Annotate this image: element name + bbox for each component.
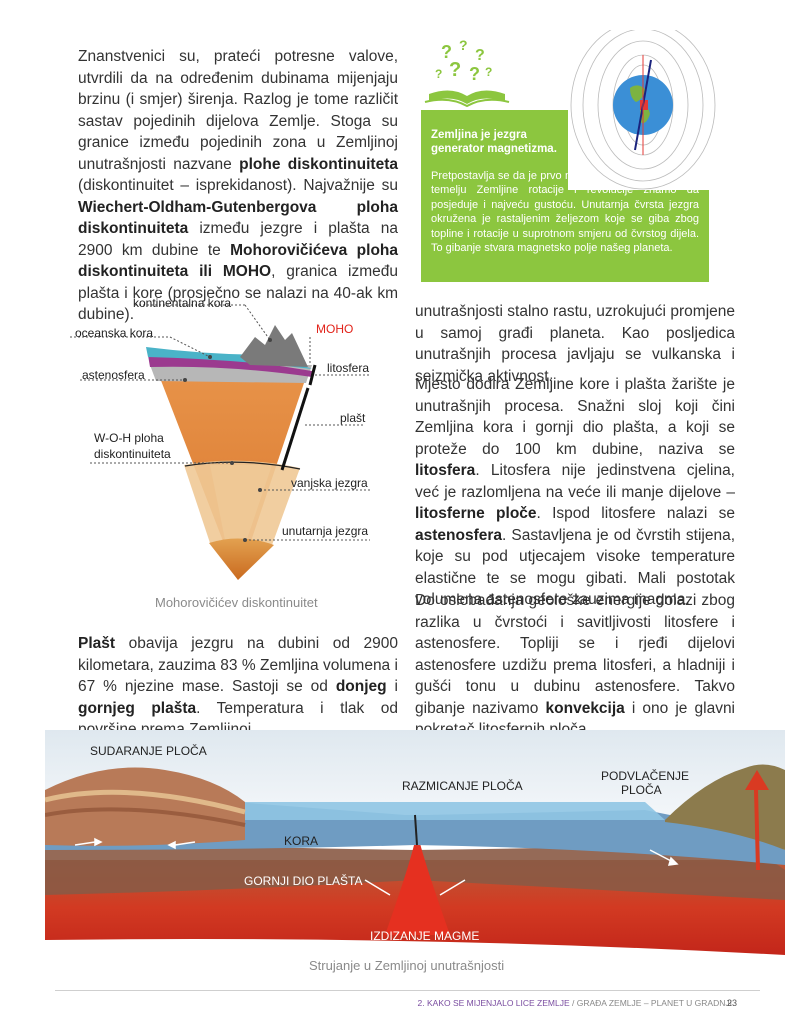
svg-text:?: ? <box>475 47 485 64</box>
litho-bold-2: litosferne ploče <box>415 505 537 522</box>
litho-bold-3: astenosfera <box>415 526 503 544</box>
intro-bold-3: Mohorovičićeva ploha diskontinuiteta ili… <box>78 241 398 281</box>
label-subduction-1: PODVLAČENJE <box>601 769 690 783</box>
inner-core-layer <box>209 538 274 580</box>
label-woh-2: diskontinuiteta <box>94 447 171 461</box>
label-asthenosphere: astenosfera <box>82 368 145 382</box>
label-continental-crust: kontinentalna kora <box>133 296 232 310</box>
label-mantle: plašt <box>340 411 366 425</box>
intro-bold-1: plohe diskontinuiteta <box>239 155 398 173</box>
label-woh-1: W-O-H ploha <box>94 431 164 445</box>
label-inner-core: unutarnja jezgra <box>282 524 369 538</box>
plate-tectonics-diagram <box>45 730 785 955</box>
mantle-bold-3: gornjeg plašta <box>78 699 197 717</box>
wedge-caption: Mohorovičićev diskontinuitet <box>155 595 318 610</box>
litho-text-2: . Litosfera nije jedinstvena cjelina, ve… <box>415 462 735 501</box>
mantle-paragraph: Plašt obavija jezgru na dubini od 2900 k… <box>78 633 398 741</box>
litho-text-3: . Ispod litosfere nalazi se <box>536 505 735 522</box>
intro-text-1: Znanstvenici su, prateći potresne valove… <box>78 48 398 173</box>
mantle-bold-2: donjeg <box>335 678 387 695</box>
svg-text:?: ? <box>469 64 480 84</box>
earth-wedge-diagram <box>70 304 370 580</box>
intro-text-3: između jezgre i plašta na 2900 km dubine… <box>78 220 398 259</box>
info-box-title: Zemljina je jezgra generator magnetizma. <box>431 129 557 155</box>
litho-text-1: Mjesto dodira Zemljine kore i plašta žar… <box>415 376 735 458</box>
label-outer-core: vanjska jezgra <box>291 476 368 490</box>
intro-paragraph: Znanstvenici su, prateći potresne valove… <box>78 46 398 326</box>
globe-magnetic-field <box>568 20 718 190</box>
book-question-icon: ? ? ? ? ? ? ? <box>424 37 510 108</box>
label-oceanic-crust: oceanska kora <box>75 326 154 340</box>
convection-text-1: Do oslobađanja geološke energije dolazi … <box>415 592 735 717</box>
label-plate-collision: SUDARANJE PLOČA <box>90 744 207 758</box>
label-crust: KORA <box>284 834 319 848</box>
convection-paragraph: Do oslobađanja geološke energije dolazi … <box>415 590 735 741</box>
litho-text-4: . Sastavljena je od čvrstih stijena, koj… <box>415 526 735 609</box>
plates-caption: Strujanje u Zemljinoj unutrašnjosti <box>309 958 505 973</box>
label-upper-mantle: GORNJI DIO PLAŠTA <box>244 874 363 888</box>
mantle-bold-1: Plašt <box>78 635 116 652</box>
intro-text-2: (diskontinuitet – isprekidanost). Najvaž… <box>78 177 398 194</box>
label-lithosphere: litosfera <box>327 361 370 375</box>
svg-text:?: ? <box>435 67 442 81</box>
footer-section: GRAĐA ZEMLJE – PLANET U GRADNJI <box>576 998 732 1008</box>
mantle-text-1: obavija jezgru na dubini od 2900 kilomet… <box>78 635 398 695</box>
footer-rule <box>55 990 760 991</box>
intro-bold-2: Wiechert-Oldham-Gutenbergova ploha disko… <box>78 198 398 238</box>
globe-illustration <box>570 20 716 190</box>
litho-bold-1: litosfera <box>415 462 476 479</box>
footer-separator: / <box>569 998 577 1008</box>
intro-text-4: , granica između plašta i kore (prosječn… <box>78 263 398 323</box>
lithosphere-paragraph: Mjesto dodira Zemljine kore i plašta žar… <box>415 374 735 611</box>
mantle-text-2: i <box>394 678 398 695</box>
svg-text:?: ? <box>485 65 492 79</box>
label-plate-divergence: RAZMICANJE PLOČA <box>402 779 523 793</box>
continuation-paragraph: unutrašnjosti stalno rastu, uzrokujući p… <box>415 301 735 387</box>
mountain-shape <box>240 325 308 367</box>
label-magma-rising: IZDIZANJE MAGME <box>370 929 480 943</box>
footer-chapter: 2. KAKO SE MIJENJALO LICE ZEMLJE <box>417 998 570 1008</box>
svg-text:?: ? <box>449 59 461 81</box>
svg-text:?: ? <box>459 37 468 53</box>
svg-text:?: ? <box>441 42 452 62</box>
convection-bold-1: konvekcija <box>545 699 625 717</box>
footer-breadcrumb: 2. KAKO SE MIJENJALO LICE ZEMLJE / GRAĐA… <box>418 998 732 1008</box>
page-number: 23 <box>727 998 738 1008</box>
label-moho: MOHO <box>316 322 354 336</box>
continuation-text: unutrašnjosti stalno rastu, uzrokujući p… <box>415 303 735 385</box>
label-subduction-2: PLOČA <box>621 783 662 797</box>
